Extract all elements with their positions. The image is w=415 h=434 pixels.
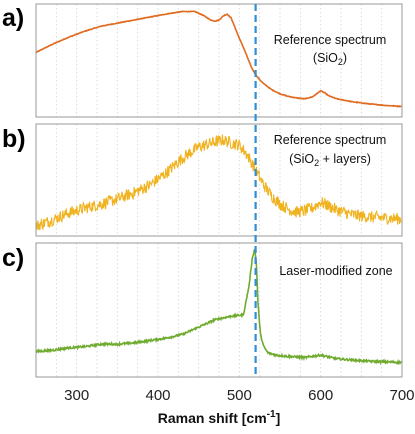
panel-label-b: b) xyxy=(2,125,26,153)
x-axis-title: Raman shift [cm-1] xyxy=(158,409,281,426)
annotation-a-line2: (SiO2) xyxy=(313,51,347,67)
series-line-b xyxy=(35,134,402,231)
series-line-a xyxy=(35,10,403,108)
x-tick-label: 600 xyxy=(308,387,333,404)
panel-b-frame xyxy=(35,123,403,237)
x-tick-label: 300 xyxy=(64,387,89,404)
annotation-a-line1: Reference spectrum xyxy=(274,33,387,47)
annotation-b-line2: (SiO2 + layers) xyxy=(289,152,371,168)
x-tick-label: 500 xyxy=(227,387,252,404)
annotation-b-line1: Reference spectrum xyxy=(274,133,387,147)
series-line-c xyxy=(35,249,403,366)
panel-label-c: c) xyxy=(2,244,24,272)
x-tick-label: 700 xyxy=(389,387,414,404)
panel-c-frame xyxy=(35,242,403,378)
x-tick-label: 400 xyxy=(145,387,170,404)
panel-label-a: a) xyxy=(2,4,24,32)
annotation-c-line1: Laser-modified zone xyxy=(279,264,392,278)
panel-a-frame xyxy=(35,3,403,118)
